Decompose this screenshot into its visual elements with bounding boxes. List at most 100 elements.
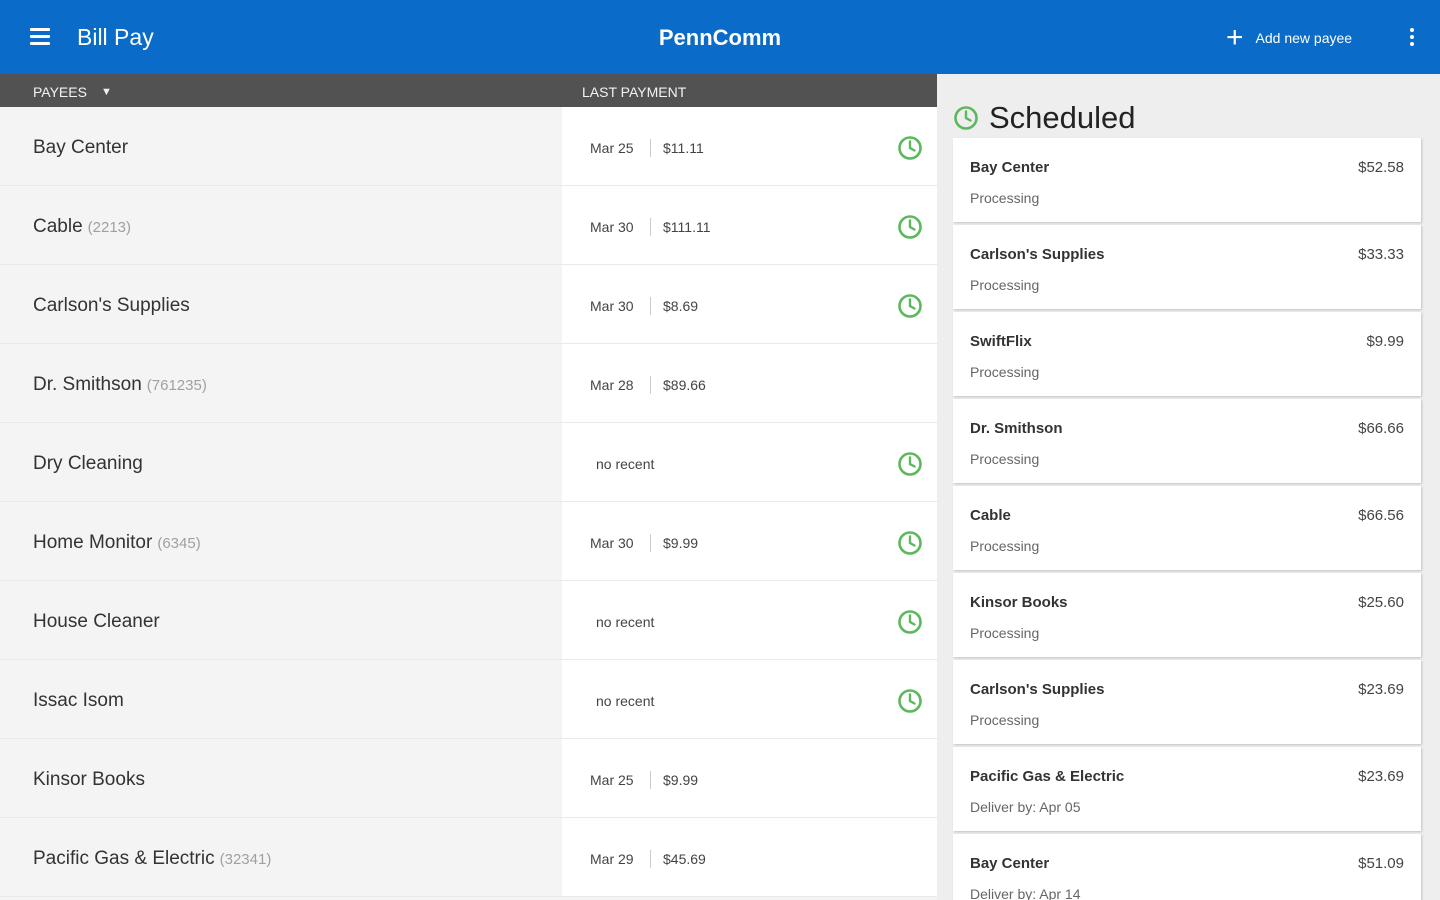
scheduled-list: Bay Center $52.58 Processing Carlson's Supp… xyxy=(953,138,1423,900)
payee-name: Kinsor Books xyxy=(33,769,145,791)
last-payment-date: Mar 25 xyxy=(590,772,634,788)
payee-name-cell[interactable]: Pacific Gas & Electric (32341) xyxy=(0,818,562,896)
payee-account-number: (2213) xyxy=(87,219,132,236)
scheduled-payee-name: Bay Center xyxy=(970,159,1050,176)
scheduled-payment-card[interactable]: Carlson's Supplies $23.69 Processing xyxy=(953,660,1421,744)
no-recent-payment: no recent xyxy=(596,693,655,709)
payee-name: Pacific Gas & Electric (32341) xyxy=(33,848,271,870)
payee-row: Issac Isom no recent xyxy=(0,660,937,739)
clock-icon[interactable] xyxy=(897,451,923,477)
scheduled-status: Processing xyxy=(970,451,1040,467)
last-payment-cell: Mar 25 $9.99 xyxy=(562,739,937,817)
scheduled-payment-card[interactable]: Cable $66.56 Processing xyxy=(953,486,1421,570)
payee-name: Carlson's Supplies xyxy=(33,295,190,317)
payee-name-text: Cable xyxy=(33,216,83,237)
last-payment-date: Mar 30 xyxy=(590,298,634,314)
payee-name-cell[interactable]: Kinsor Books xyxy=(0,739,562,817)
scheduled-status: Deliver by: Apr 05 xyxy=(970,799,1081,815)
clock-icon[interactable] xyxy=(897,214,923,240)
scheduled-payment-card[interactable]: Pacific Gas & Electric $23.69 Deliver by: … xyxy=(953,747,1421,831)
payee-name-cell[interactable]: Home Monitor (6345) xyxy=(0,502,562,580)
hamburger-menu-icon[interactable] xyxy=(26,22,56,52)
scheduled-payee-name: Carlson's Supplies xyxy=(970,246,1105,263)
clock-icon[interactable] xyxy=(897,609,923,635)
payee-name-text: Bay Center xyxy=(33,137,129,158)
last-payment-cell: no recent xyxy=(562,660,937,738)
vertical-dots-icon[interactable] xyxy=(1400,24,1424,52)
payee-name-text: Issac Isom xyxy=(33,690,124,711)
last-payment-amount: $9.99 xyxy=(663,772,699,788)
no-recent-payment: no recent xyxy=(596,614,655,630)
clock-icon[interactable] xyxy=(897,688,923,714)
payee-name: Bay Center xyxy=(33,137,128,159)
scheduled-payee-name: Kinsor Books xyxy=(970,594,1068,611)
add-new-payee-button[interactable]: + Add new payee xyxy=(1226,21,1352,54)
last-payment-amount: $9.99 xyxy=(663,535,699,551)
scheduled-status: Processing xyxy=(970,538,1040,554)
scheduled-payee-name: Carlson's Supplies xyxy=(970,681,1105,698)
payee-name: Dry Cleaning xyxy=(33,453,143,475)
scheduled-payee-name: Cable xyxy=(970,507,1011,524)
last-payment-cell: Mar 29 $45.69 xyxy=(562,818,937,896)
payee-name-cell[interactable]: Bay Center xyxy=(0,107,562,185)
clock-icon[interactable] xyxy=(897,135,923,161)
scheduled-amount: $25.60 xyxy=(1358,594,1404,611)
scheduled-status: Processing xyxy=(970,712,1040,728)
payee-name-cell[interactable]: Issac Isom xyxy=(0,660,562,738)
last-payment-date: Mar 25 xyxy=(590,140,634,156)
scheduled-status: Processing xyxy=(970,364,1040,380)
last-payment-cell: Mar 30 $9.99 xyxy=(562,502,937,580)
scheduled-payment-card[interactable]: Kinsor Books $25.60 Processing xyxy=(953,573,1421,657)
scheduled-amount: $66.66 xyxy=(1358,420,1404,437)
scheduled-payment-card[interactable]: Bay Center $51.09 Deliver by: Apr 14 xyxy=(953,834,1421,900)
payee-name-text: Carlson's Supplies xyxy=(33,295,190,316)
scheduled-title: Scheduled xyxy=(989,100,1136,135)
scheduled-status: Processing xyxy=(970,625,1040,641)
brand-name: PennComm xyxy=(658,25,782,50)
payee-row: Cable (2213) Mar 30 $111.11 xyxy=(0,186,937,265)
scheduled-status: Processing xyxy=(970,277,1040,293)
payee-name-cell[interactable]: Carlson's Supplies xyxy=(0,265,562,343)
scheduled-payment-card[interactable]: Carlson's Supplies $33.33 Processing xyxy=(953,225,1421,309)
payee-name-text: Kinsor Books xyxy=(33,769,145,790)
last-payment-amount: $8.69 xyxy=(663,298,699,314)
clock-icon[interactable] xyxy=(897,530,923,556)
payee-list: Bay Center Mar 25 $11.11 Cable (2213) Mar 30 $… xyxy=(0,107,937,897)
last-payment-amount: $45.69 xyxy=(663,851,706,867)
payee-name-text: Dr. Smithson xyxy=(33,374,142,395)
scheduled-payee-name: SwiftFlix xyxy=(970,333,1032,350)
payee-name: Issac Isom xyxy=(33,690,124,712)
divider xyxy=(650,850,651,868)
column-header: PAYEES ▼ LAST PAYMENT xyxy=(0,74,937,107)
payees-sort-dropdown[interactable]: PAYEES ▼ xyxy=(33,84,112,100)
scheduled-payment-card[interactable]: Dr. Smithson $66.66 Processing xyxy=(953,399,1421,483)
payees-panel: PAYEES ▼ LAST PAYMENT Bay Center Mar 25 $1… xyxy=(0,74,937,900)
scheduled-payment-card[interactable]: SwiftFlix $9.99 Processing xyxy=(953,312,1421,396)
payee-name: Dr. Smithson (761235) xyxy=(33,374,207,396)
payee-row: Kinsor Books Mar 25 $9.99 xyxy=(0,739,937,818)
payee-name-cell[interactable]: Cable (2213) xyxy=(0,186,562,264)
divider xyxy=(650,139,651,157)
payee-name: Home Monitor (6345) xyxy=(33,532,201,554)
payee-name-cell[interactable]: House Cleaner xyxy=(0,581,562,659)
payee-account-number: (6345) xyxy=(157,535,201,552)
plus-icon: + xyxy=(1226,21,1244,54)
last-payment-cell: Mar 30 $111.11 xyxy=(562,186,937,264)
clock-icon[interactable] xyxy=(897,293,923,319)
payee-name: Cable (2213) xyxy=(33,216,131,238)
scheduled-amount: $9.99 xyxy=(1366,333,1404,350)
scheduled-amount: $23.69 xyxy=(1358,768,1404,785)
divider xyxy=(650,534,651,552)
payee-name-cell[interactable]: Dry Cleaning xyxy=(0,423,562,501)
payee-name-cell[interactable]: Dr. Smithson (761235) xyxy=(0,344,562,422)
last-payment-header-label: LAST PAYMENT xyxy=(582,84,687,100)
scheduled-payment-card[interactable]: Bay Center $52.58 Processing xyxy=(953,138,1421,222)
divider xyxy=(650,771,651,789)
divider xyxy=(650,376,651,394)
scheduled-amount: $52.58 xyxy=(1358,159,1404,176)
no-recent-payment: no recent xyxy=(596,456,655,472)
payee-name-text: Pacific Gas & Electric xyxy=(33,848,215,869)
payee-account-number: (32341) xyxy=(219,851,272,868)
last-payment-amount: $111.11 xyxy=(663,219,711,235)
caret-down-icon: ▼ xyxy=(100,86,112,98)
